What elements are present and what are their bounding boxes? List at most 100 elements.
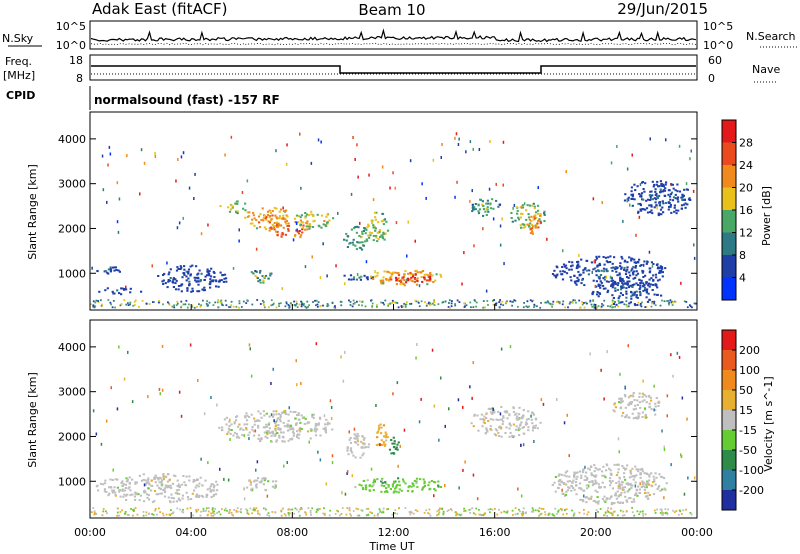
heatmap-cell	[511, 304, 513, 307]
heatmap-cell	[299, 421, 302, 424]
heatmap-cell	[422, 478, 425, 481]
colorbar-frame	[721, 329, 737, 511]
heatmap-cell	[610, 503, 613, 506]
heatmap-cell	[93, 306, 96, 309]
heatmap-cell	[418, 420, 421, 424]
heatmap-cell	[172, 286, 175, 288]
heatmap-cell	[403, 279, 406, 282]
heatmap-cell	[618, 401, 621, 403]
colorbar-tick-label: 100	[739, 364, 760, 377]
heatmap-cell	[504, 432, 507, 434]
heatmap-cell	[320, 226, 323, 229]
heatmap-cell	[295, 229, 298, 232]
heatmap-cell	[246, 512, 249, 514]
heatmap-cell	[350, 278, 353, 281]
heatmap-cell	[251, 222, 254, 225]
nave-tick-high: 60	[708, 54, 722, 67]
heatmap-cell	[245, 302, 248, 304]
heatmap-cell	[305, 225, 308, 228]
heatmap-cell	[411, 490, 414, 493]
heatmap-cell	[131, 478, 134, 481]
heatmap-cell	[103, 490, 106, 493]
cpid-label: CPID	[6, 89, 35, 102]
heatmap-cell	[626, 283, 629, 286]
heatmap-cell	[310, 210, 313, 213]
heatmap-cell	[288, 428, 291, 431]
colorbar-tick-label: 50	[739, 384, 753, 397]
heatmap-cell	[624, 269, 627, 272]
heatmap-cell	[184, 303, 187, 306]
heatmap-cell	[306, 228, 309, 231]
heatmap-cell	[128, 481, 131, 484]
heatmap-cell	[669, 193, 673, 196]
heatmap-cell	[250, 374, 253, 378]
heatmap-cell	[668, 205, 671, 208]
heatmap-cell	[384, 299, 387, 302]
heatmap-cell	[240, 427, 243, 430]
heatmap-cell	[266, 214, 269, 216]
heatmap-cell	[223, 273, 227, 276]
heatmap-cell	[210, 512, 212, 515]
heatmap-cell	[409, 159, 412, 163]
heatmap-cell	[191, 304, 194, 307]
heatmap-cell	[129, 301, 132, 304]
heatmap-cell	[108, 145, 111, 149]
heatmap-cell	[123, 377, 126, 381]
heatmap-cell	[610, 507, 613, 510]
heatmap-cell	[661, 429, 663, 433]
heatmap-cell	[141, 299, 144, 302]
heatmap-cell	[383, 485, 386, 487]
heatmap-cell	[272, 302, 275, 305]
heatmap-cell	[239, 510, 242, 513]
heatmap-cell	[661, 510, 663, 513]
heatmap-cell	[289, 424, 292, 427]
heatmap-cell	[650, 205, 653, 208]
heatmap-cell	[382, 231, 385, 234]
heatmap-cell	[615, 303, 618, 306]
heatmap-cell	[248, 431, 251, 434]
x-tick-label: 00:00	[681, 526, 713, 539]
heatmap-cell	[294, 507, 297, 510]
heatmap-cell	[658, 267, 661, 270]
heatmap-cell	[634, 465, 637, 468]
heatmap-cell	[370, 277, 373, 280]
heatmap-cell	[216, 512, 218, 514]
heatmap-cell	[356, 440, 359, 443]
heatmap-cell	[217, 285, 220, 288]
heatmap-cell	[530, 510, 533, 513]
heatmap-cell	[633, 291, 636, 294]
heatmap-cell	[609, 275, 612, 279]
heatmap-cell	[620, 480, 624, 483]
heatmap-cell	[522, 226, 525, 229]
heatmap-cell	[107, 272, 110, 275]
heatmap-cell	[282, 431, 285, 434]
heatmap-cell	[176, 507, 179, 510]
heatmap-cell	[650, 399, 653, 402]
heatmap-cell	[273, 434, 277, 437]
heatmap-cell	[169, 484, 172, 487]
heatmap-cell	[585, 484, 588, 487]
heatmap-cell	[580, 476, 583, 479]
heatmap-cell	[216, 483, 219, 486]
heatmap-cell	[369, 511, 372, 514]
heatmap-cell	[638, 488, 641, 491]
heatmap-cell	[393, 490, 396, 493]
heatmap-cell	[498, 435, 501, 437]
heatmap-cell	[273, 228, 276, 231]
heatmap-cell	[287, 508, 290, 511]
heatmap-cell	[400, 279, 403, 282]
heatmap-cell	[175, 304, 178, 306]
heatmap-cell	[522, 409, 525, 412]
heatmap-cell	[216, 301, 219, 304]
heatmap-cell	[133, 510, 135, 512]
heatmap-cell	[367, 443, 371, 446]
heatmap-cell	[300, 221, 303, 224]
heatmap-cell	[411, 280, 414, 283]
heatmap-cell	[536, 427, 539, 430]
heatmap-cell	[496, 429, 499, 432]
heatmap-cell	[454, 304, 457, 307]
heatmap-cell	[598, 292, 602, 295]
heatmap-cell	[674, 193, 677, 196]
heatmap-cell	[123, 299, 126, 301]
